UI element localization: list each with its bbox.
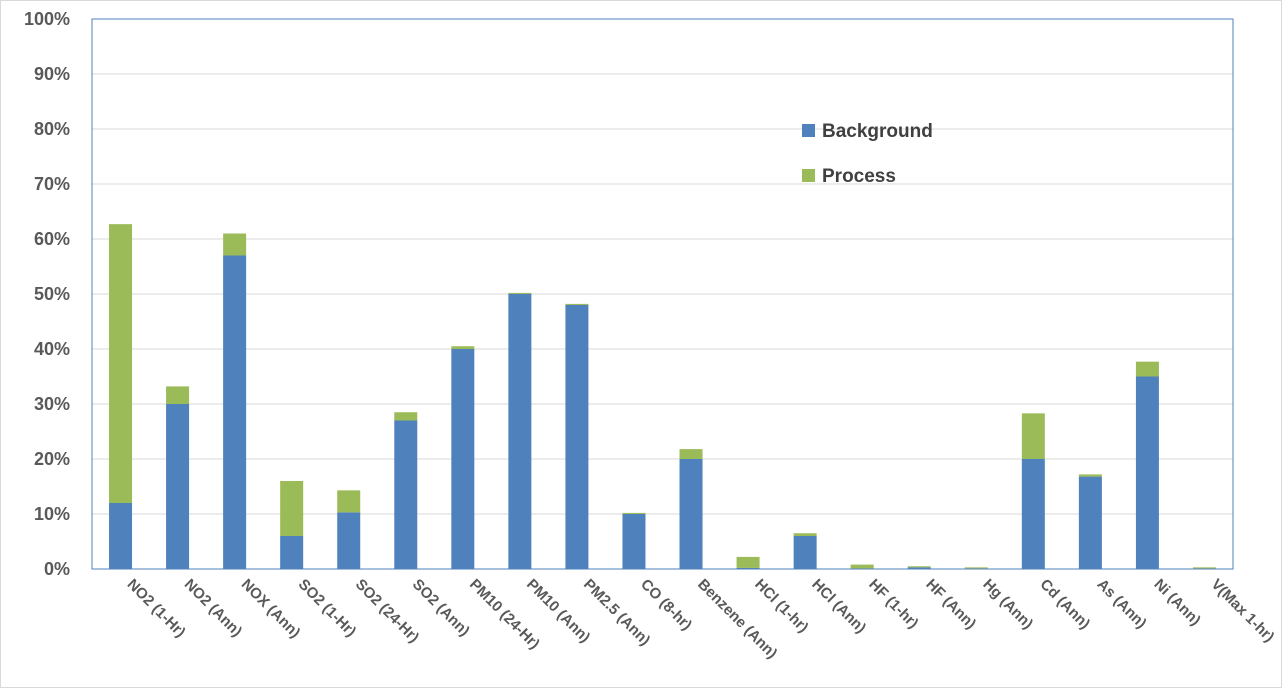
bar-segment-process (166, 386, 190, 404)
legend-swatch-process (802, 169, 815, 182)
y-tick-label: 60% (34, 229, 70, 249)
bar-segment-process (1021, 413, 1045, 459)
bar-segment-background (1135, 376, 1159, 569)
y-tick-label: 70% (34, 174, 70, 194)
legend: Background Process (802, 121, 933, 187)
bar-segment-background (907, 567, 931, 569)
bar-segment-background (223, 255, 247, 569)
bars (109, 224, 1216, 569)
y-tick-label: 0% (44, 559, 70, 579)
y-tick-label: 100% (24, 9, 70, 29)
bar-segment-process (907, 566, 931, 568)
bar-segment-process (793, 533, 817, 536)
bar-segment-process (622, 512, 646, 514)
bar-segment-background (1021, 459, 1045, 569)
legend-label-background: Background (822, 121, 933, 142)
bar-segment-background (622, 514, 646, 569)
bar-segment-process (1192, 567, 1216, 569)
y-tick-label: 40% (34, 339, 70, 359)
y-tick-label: 90% (34, 64, 70, 84)
bar-segment-background (679, 459, 703, 569)
bar-segment-process (508, 292, 532, 294)
bar-segment-background (1078, 476, 1102, 569)
bar-segment-process (679, 449, 703, 459)
bar-segment-process (109, 224, 133, 503)
bar-segment-background (508, 294, 532, 569)
bar-segment-process (280, 481, 304, 536)
bar-segment-background (337, 512, 361, 569)
legend-label-process: Process (822, 166, 896, 187)
bar-segment-process (394, 412, 418, 421)
y-tick-label: 30% (34, 394, 70, 414)
bar-segment-background (736, 567, 760, 569)
bar-segment-background (109, 503, 133, 569)
bar-segment-process (1078, 474, 1102, 477)
bar-segment-process (850, 564, 874, 569)
y-tick-label: 80% (34, 119, 70, 139)
bar-segment-process (223, 233, 247, 256)
bar-segment-background (166, 404, 190, 569)
bar-segment-background (451, 349, 475, 569)
bar-segment-process (964, 567, 988, 569)
bar-segment-background (280, 536, 304, 569)
bar-segment-background (565, 305, 589, 569)
bar-segment-background (793, 536, 817, 569)
bar-segment-background (394, 420, 418, 569)
bar-segment-process (337, 490, 361, 513)
y-tick-label: 50% (34, 284, 70, 304)
y-tick-label: 20% (34, 449, 70, 469)
bar-segment-process (736, 556, 760, 568)
y-axis: 0% 10% 20% 30% 40% 50% 60% 70% 80% 90% 100% (24, 9, 70, 579)
bar-segment-process (565, 303, 589, 305)
bar-segment-process (1135, 361, 1159, 377)
bar-segment-process (451, 346, 475, 349)
y-tick-label: 10% (34, 504, 70, 524)
legend-swatch-background (802, 124, 815, 137)
